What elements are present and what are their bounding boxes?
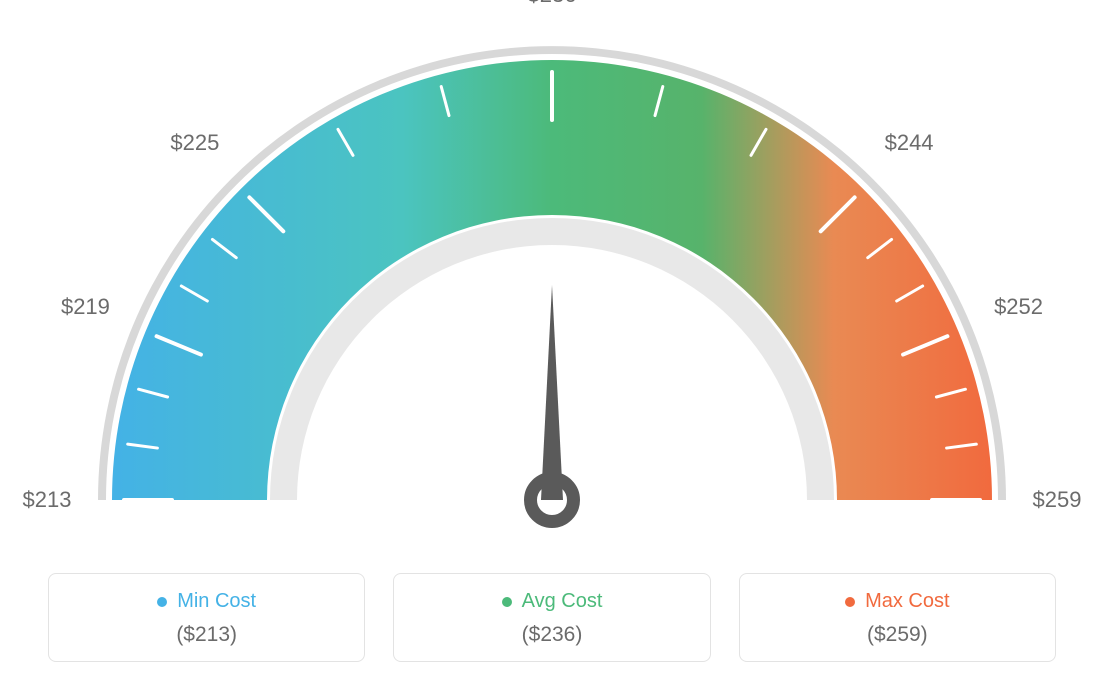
gauge-tick-label: $213 <box>23 487 72 513</box>
legend-dot-icon <box>157 597 167 607</box>
legend-dot-icon <box>845 597 855 607</box>
legend-card-max: Max Cost ($259) <box>739 573 1056 662</box>
legend-title-text: Max Cost <box>865 590 949 613</box>
legend-value-max: ($259) <box>750 623 1045 647</box>
legend-card-min: Min Cost ($213) <box>48 573 365 662</box>
gauge-tick-label: $259 <box>1033 487 1082 513</box>
legend-title-avg: Avg Cost <box>502 590 603 613</box>
gauge-tick-label: $219 <box>61 294 110 320</box>
legend-title-max: Max Cost <box>845 590 949 613</box>
legend-title-min: Min Cost <box>157 590 256 613</box>
legend-card-avg: Avg Cost ($236) <box>393 573 710 662</box>
gauge-needle <box>541 285 563 500</box>
gauge-tick-label: $252 <box>994 294 1043 320</box>
gauge-area: $213 $219 $225 $236 $244 $252 $259 <box>0 0 1104 560</box>
legend-title-text: Avg Cost <box>522 590 603 613</box>
legend-row: Min Cost ($213) Avg Cost ($236) Max Cost ($25… <box>48 573 1056 662</box>
gauge-svg <box>0 0 1104 560</box>
gauge-tick-label: $236 <box>528 0 577 8</box>
legend-value-avg: ($236) <box>404 623 699 647</box>
gauge-tick-label: $244 <box>885 130 934 156</box>
legend-dot-icon <box>502 597 512 607</box>
gauge-tick-label: $225 <box>170 130 219 156</box>
legend-title-text: Min Cost <box>177 590 256 613</box>
legend-value-min: ($213) <box>59 623 354 647</box>
cost-gauge-chart: { "gauge": { "type": "gauge", "center": … <box>0 0 1104 690</box>
